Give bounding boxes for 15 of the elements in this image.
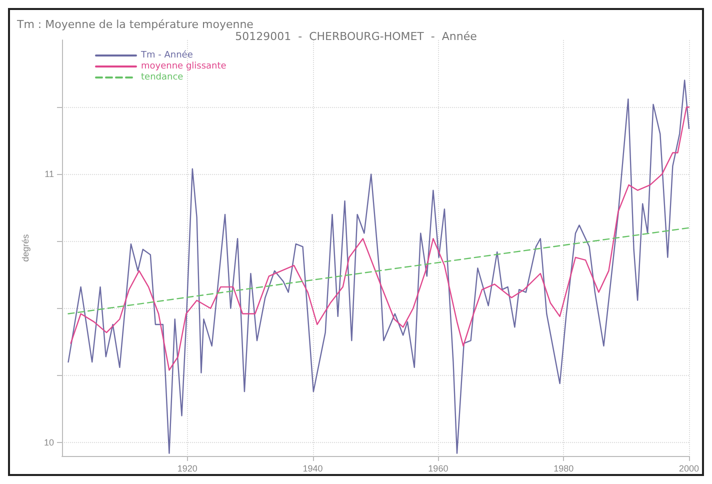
line-series — [68, 80, 690, 454]
legend-label: moyenne glissante — [141, 62, 227, 72]
x-tick-label: 2000 — [678, 464, 700, 474]
x-tick-label: 1980 — [554, 464, 574, 474]
x-tick-label: 1960 — [428, 464, 448, 474]
line-series — [70, 106, 690, 371]
legend-label: Tm - Année — [140, 50, 194, 60]
y-tick-label: 11 — [44, 169, 54, 180]
y-tick-label: 10 — [44, 438, 54, 448]
chart-subtitle: 50129001 - CHERBOURG-HOMET - Année — [235, 30, 478, 43]
y-axis-title: degrés — [20, 234, 30, 262]
chart-title: Tm : Moyenne de la température moyenne — [16, 18, 254, 31]
x-tick-label: 1920 — [177, 464, 198, 474]
legend-label: tendance — [141, 72, 184, 82]
x-tick-label: 1940 — [302, 464, 323, 474]
